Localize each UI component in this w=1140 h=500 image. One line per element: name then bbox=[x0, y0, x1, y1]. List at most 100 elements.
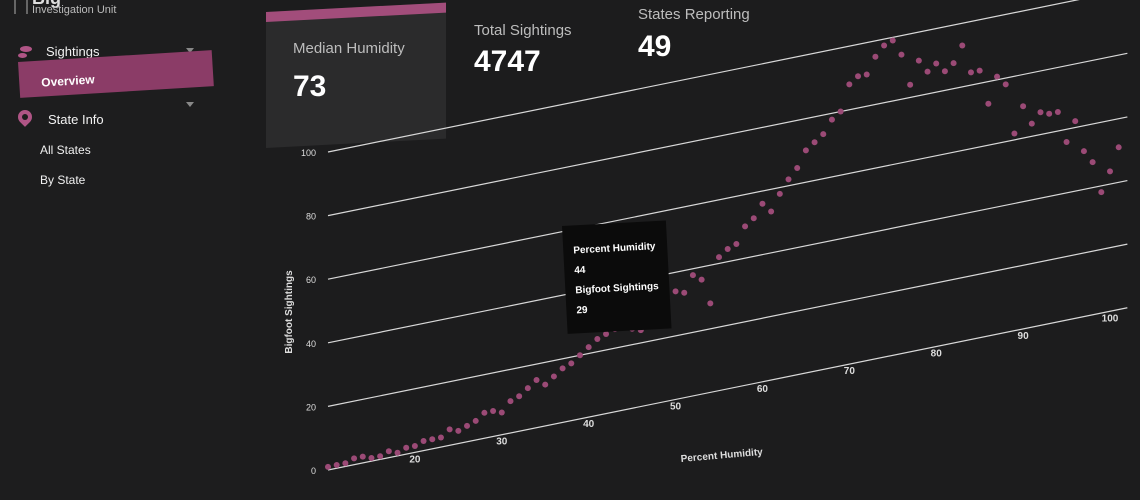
scatter-point[interactable] bbox=[707, 300, 714, 307]
scatter-point[interactable] bbox=[385, 448, 392, 455]
scatter-point[interactable] bbox=[681, 289, 688, 296]
scatter-point[interactable] bbox=[733, 240, 740, 247]
scatter-point[interactable] bbox=[950, 60, 957, 67]
scatter-point[interactable] bbox=[524, 385, 531, 392]
x-tick-label: 40 bbox=[583, 419, 595, 430]
scatter-point[interactable] bbox=[794, 165, 801, 172]
scatter-point[interactable] bbox=[768, 208, 775, 215]
x-tick-label: 30 bbox=[496, 437, 508, 448]
scatter-point[interactable] bbox=[359, 453, 366, 460]
scatter-point[interactable] bbox=[889, 37, 896, 44]
scatter-point[interactable] bbox=[837, 108, 844, 115]
scatter-point[interactable] bbox=[1080, 148, 1087, 155]
scatter-point[interactable] bbox=[967, 69, 974, 76]
scatter-point[interactable] bbox=[716, 254, 722, 261]
scatter-point[interactable] bbox=[394, 449, 401, 456]
scatter-point[interactable] bbox=[603, 331, 610, 338]
scatter-point[interactable] bbox=[550, 373, 557, 380]
scatter-point[interactable] bbox=[420, 438, 427, 445]
scatter-point[interactable] bbox=[342, 460, 349, 467]
chart-gridlines bbox=[327, 0, 1128, 471]
nav-group-state-info[interactable]: State Info bbox=[15, 102, 194, 128]
scatter-point[interactable] bbox=[1107, 168, 1113, 175]
scatter-point[interactable] bbox=[429, 436, 436, 443]
scatter-point[interactable] bbox=[863, 71, 870, 78]
scatter-point[interactable] bbox=[325, 463, 331, 470]
scatter-point[interactable] bbox=[516, 393, 523, 400]
scatter-point[interactable] bbox=[1037, 109, 1044, 116]
scatter-point[interactable] bbox=[585, 344, 592, 351]
chevron-down-icon[interactable] bbox=[186, 102, 194, 107]
scatter-point[interactable] bbox=[490, 408, 497, 415]
scatter-point[interactable] bbox=[411, 443, 418, 450]
scatter-point[interactable] bbox=[907, 81, 914, 88]
scatter-point[interactable] bbox=[464, 422, 471, 429]
scatter-point[interactable] bbox=[533, 376, 540, 383]
scatter-point[interactable] bbox=[933, 60, 940, 67]
y-tick-label: 0 bbox=[311, 466, 316, 476]
scatter-point[interactable] bbox=[368, 455, 375, 462]
scatter-point[interactable] bbox=[403, 444, 410, 451]
scatter-point[interactable] bbox=[437, 434, 444, 441]
scatter-point[interactable] bbox=[959, 42, 966, 49]
scatter-point[interactable] bbox=[698, 276, 705, 283]
kpi-value-total-sightings: 4747 bbox=[474, 45, 541, 78]
scatter-point[interactable] bbox=[446, 426, 453, 433]
scatter-point[interactable] bbox=[941, 68, 948, 75]
scatter-point[interactable] bbox=[776, 190, 783, 197]
scatter-point[interactable] bbox=[689, 272, 696, 279]
scatter-point[interactable] bbox=[759, 200, 766, 207]
scatter-point[interactable] bbox=[481, 409, 488, 416]
gridline-80 bbox=[327, 52, 1128, 217]
nav-item-by-state[interactable]: By State bbox=[40, 173, 86, 187]
scatter-point[interactable] bbox=[994, 73, 1001, 80]
scatter-point[interactable] bbox=[828, 116, 835, 123]
scatter-point[interactable] bbox=[672, 288, 679, 295]
scatter-point[interactable] bbox=[455, 427, 462, 434]
scatter-point[interactable] bbox=[846, 81, 853, 88]
scatter-point[interactable] bbox=[1054, 108, 1061, 115]
nav-item-all-states[interactable]: All States bbox=[40, 143, 91, 157]
map-pin-icon bbox=[15, 107, 35, 128]
scatter-point[interactable] bbox=[507, 398, 514, 405]
scatter-point[interactable] bbox=[750, 215, 757, 222]
scatter-point[interactable] bbox=[1002, 81, 1009, 88]
scatter-point[interactable] bbox=[976, 67, 983, 74]
scatter-point[interactable] bbox=[1011, 130, 1018, 137]
scatter-point[interactable] bbox=[1063, 138, 1070, 145]
scatter-point[interactable] bbox=[785, 176, 792, 183]
scatter-point[interactable] bbox=[498, 409, 505, 416]
scatter-point[interactable] bbox=[559, 365, 566, 372]
scatter-point[interactable] bbox=[724, 245, 731, 252]
scatter-point[interactable] bbox=[333, 462, 340, 469]
scatter-point[interactable] bbox=[1072, 118, 1079, 125]
scatter-point[interactable] bbox=[542, 381, 549, 388]
scatter-point[interactable] bbox=[1089, 159, 1096, 166]
scatter-point[interactable] bbox=[576, 352, 583, 359]
scatter-point[interactable] bbox=[1098, 189, 1105, 196]
scatter-point[interactable] bbox=[742, 223, 749, 230]
scatter-point[interactable] bbox=[855, 73, 862, 80]
scatter-point[interactable] bbox=[1046, 110, 1053, 117]
scatter-point[interactable] bbox=[472, 417, 479, 424]
scatter-point[interactable] bbox=[1115, 144, 1122, 151]
scatter-point[interactable] bbox=[802, 147, 809, 154]
kpi-value-median-humidity: 73 bbox=[293, 70, 327, 103]
scatter-point[interactable] bbox=[377, 453, 384, 460]
kpi-label-median-humidity: Median Humidity bbox=[293, 40, 405, 57]
scatter-point[interactable] bbox=[915, 57, 922, 64]
scatter-point[interactable] bbox=[898, 51, 905, 58]
scatter-point[interactable] bbox=[881, 42, 888, 49]
scatter-point[interactable] bbox=[924, 68, 931, 75]
scatter-point[interactable] bbox=[820, 131, 827, 138]
scatter-point[interactable] bbox=[351, 455, 358, 462]
scatter-point[interactable] bbox=[568, 360, 575, 367]
scatter-point[interactable] bbox=[594, 336, 601, 343]
scatter-point[interactable] bbox=[1028, 120, 1035, 127]
footprints-icon bbox=[18, 45, 38, 59]
kpi-label-total-sightings: Total Sightings bbox=[474, 22, 572, 39]
scatter-point[interactable] bbox=[1020, 103, 1027, 110]
scatter-point[interactable] bbox=[985, 100, 992, 107]
scatter-point[interactable] bbox=[811, 139, 818, 146]
scatter-point[interactable] bbox=[872, 53, 879, 60]
